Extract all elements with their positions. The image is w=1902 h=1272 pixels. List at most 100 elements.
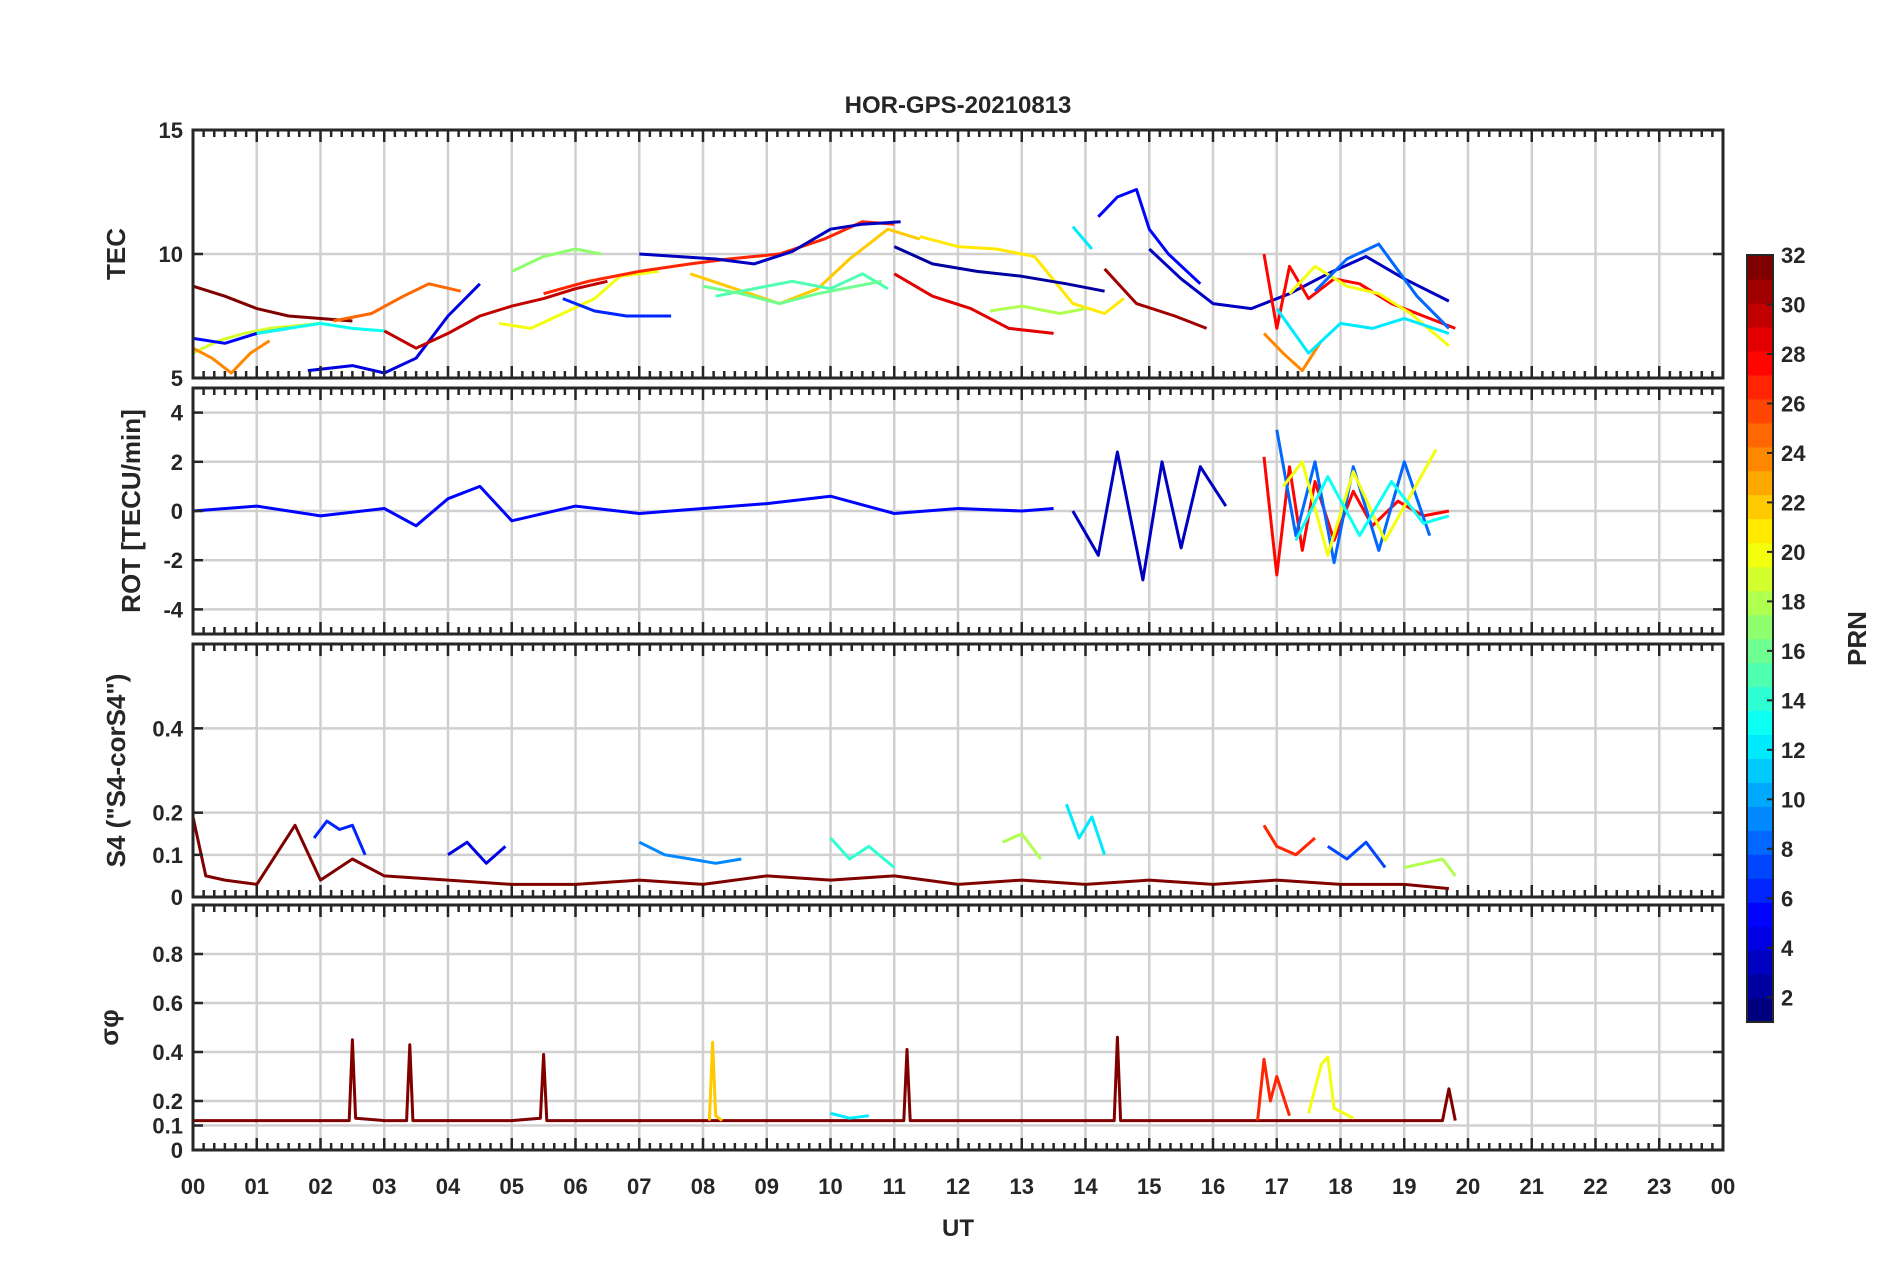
y-tick-label: 5	[171, 366, 183, 391]
series-group	[193, 1035, 1457, 1123]
x-tick-label: 11	[883, 1174, 906, 1199]
series-line-prn-18	[1001, 832, 1043, 860]
series-line-prn-20	[1281, 448, 1438, 557]
series-line-prn-8	[1313, 242, 1450, 330]
colorbar-segment	[1747, 806, 1773, 831]
x-tick-label: 05	[500, 1174, 524, 1199]
colorbar-tick-label: 32	[1781, 243, 1805, 268]
colorbar-segment	[1747, 470, 1773, 496]
colorbar-segment	[1747, 494, 1773, 520]
colorbar-segment	[1747, 566, 1773, 592]
colorbar-segment	[1747, 255, 1773, 280]
series-line-prn-5	[1097, 188, 1202, 285]
colorbar-segment	[1747, 614, 1773, 640]
x-tick-label: 21	[1520, 1174, 1544, 1199]
plot-frame	[191, 128, 1725, 380]
colorbar-segment	[1747, 542, 1773, 568]
series-line-prn-32	[193, 1035, 1457, 1123]
series-group	[193, 803, 1457, 891]
series-line-prn-2	[893, 245, 1105, 293]
x-tick-label: 19	[1392, 1174, 1416, 1199]
series-line-prn-24	[1262, 332, 1323, 373]
x-tick-label: 13	[1010, 1174, 1034, 1199]
series-line-prn-7	[1326, 840, 1387, 869]
series-line-prn-22	[689, 227, 921, 306]
series-line-prn-27	[1262, 824, 1316, 857]
colorbar-segment	[1747, 278, 1773, 304]
colorbar-tick-label: 12	[1781, 738, 1805, 763]
colorbar-segment	[1747, 518, 1773, 544]
series-line-prn-12	[830, 1111, 869, 1120]
series-line-prn-14	[829, 836, 896, 869]
series-line-prn-18	[1403, 857, 1457, 877]
panel-1: 5 10 15 TEC	[101, 118, 1725, 391]
y-tick-label: 0	[171, 1138, 183, 1163]
colorbar-segment	[1747, 734, 1773, 759]
y-tick-label: 4	[171, 401, 184, 426]
x-tick-label: 20	[1456, 1174, 1480, 1199]
series-line-prn-24	[193, 339, 271, 375]
colorbar-tick-label: 4	[1781, 936, 1794, 961]
series-line-prn-13	[1294, 475, 1450, 542]
colorbar-segment	[1747, 710, 1773, 735]
colorbar-tick-label: 18	[1781, 589, 1805, 614]
y-axis-label: ROT [TECU/min]	[116, 409, 146, 613]
plot-frame	[191, 903, 1725, 1152]
colorbar-tick-label: 20	[1781, 540, 1805, 565]
series-line-prn-6	[312, 819, 367, 856]
x-tick-label: 04	[436, 1174, 461, 1199]
series-line-prn-9	[638, 840, 742, 865]
x-tick-label: 14	[1073, 1174, 1098, 1199]
y-tick-label: 0.4	[152, 716, 183, 741]
series-line-prn-6	[562, 297, 672, 318]
series-line-prn-16	[702, 279, 882, 306]
x-tick-label: 10	[818, 1174, 842, 1199]
series-line-prn-4	[307, 282, 481, 375]
series-line-prn-22	[707, 1040, 724, 1122]
series-line-prn-8	[1275, 429, 1432, 565]
colorbar-segment	[1747, 758, 1773, 783]
x-tick-label: 07	[627, 1174, 651, 1199]
x-tick-label: 23	[1647, 1174, 1671, 1199]
y-tick-label: 0.8	[152, 942, 183, 967]
colorbar-tick-label: 2	[1781, 985, 1793, 1010]
colorbar-segment	[1747, 854, 1773, 879]
colorbar-tick-label: 22	[1781, 490, 1805, 515]
colorbar-segment	[1747, 374, 1773, 400]
colorbar-tick-label: 6	[1781, 886, 1793, 911]
y-tick-label: -4	[163, 597, 183, 622]
series-line-prn-12	[1064, 803, 1107, 856]
x-tick-label: 16	[1201, 1174, 1225, 1199]
series-line-prn-15	[715, 272, 889, 298]
colorbar-segment	[1747, 974, 1773, 999]
y-tick-label: 15	[159, 118, 183, 143]
colorbar-segment	[1747, 326, 1773, 352]
colorbar-label: PRN	[1842, 611, 1872, 666]
y-tick-label: -2	[163, 548, 183, 573]
series-line-prn-20	[1307, 1055, 1354, 1120]
series-line-prn-29	[893, 272, 1054, 335]
series-line-prn-31	[1103, 267, 1208, 330]
colorbar-segment	[1747, 902, 1773, 927]
series-line-prn-4	[447, 840, 507, 865]
y-tick-label: 0.4	[152, 1040, 183, 1065]
panel-4: 00.10.2 0.4 0.6 0.8 σφ	[94, 903, 1725, 1163]
colorbar-tick-label: 16	[1781, 639, 1805, 664]
x-tick-label: 08	[691, 1174, 715, 1199]
colorbar-tick-label: 24	[1781, 441, 1806, 466]
colorbar-segment	[1747, 350, 1773, 376]
series-line-prn-32	[193, 284, 353, 323]
plot-frame	[191, 642, 1725, 899]
x-tick-label: 02	[308, 1174, 332, 1199]
y-axis-label: σφ	[94, 1009, 124, 1045]
y-axis-label: S4 ("S4-corS4")	[101, 674, 131, 868]
y-tick-label: 0.2	[152, 1089, 183, 1114]
colorbar-segment	[1747, 302, 1773, 328]
x-tick-label: 03	[372, 1174, 396, 1199]
x-tick-label: 18	[1328, 1174, 1352, 1199]
series-line-prn-21	[919, 235, 1125, 315]
y-tick-label: 0.2	[152, 801, 183, 826]
